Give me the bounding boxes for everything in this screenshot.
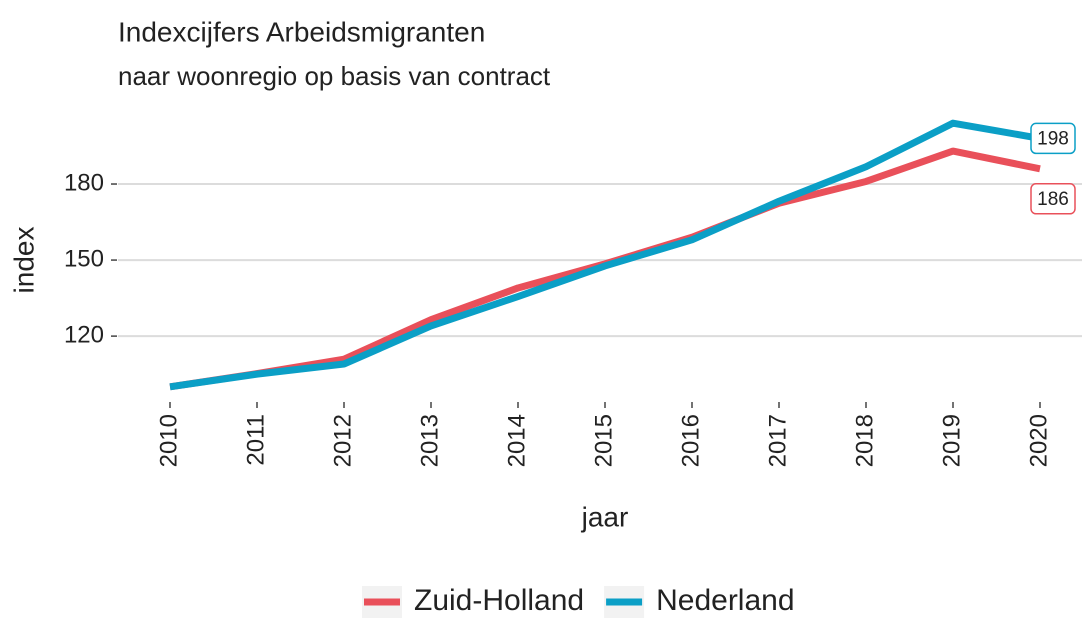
x-tick-label: 2018 — [851, 414, 878, 467]
y-axis-label: index — [8, 227, 39, 294]
legend-label: Nederland — [656, 584, 794, 617]
y-tick-label: 120 — [64, 321, 104, 348]
y-tick-label: 150 — [64, 245, 104, 272]
line-series — [169, 119, 1041, 391]
x-tick-label: 2020 — [1025, 414, 1052, 467]
end-label: 198 — [1037, 128, 1069, 149]
legend-label: Zuid-Holland — [414, 584, 584, 617]
x-tick-label: 2019 — [938, 414, 965, 467]
chart-title: Indexcijfers Arbeidsmigranten — [118, 16, 485, 47]
x-tick-label: 2014 — [503, 414, 530, 467]
end-label-box — [1030, 122, 1076, 155]
x-tick-label: 2012 — [329, 414, 356, 467]
end-label-box — [1030, 183, 1076, 215]
x-tick-label: 2016 — [677, 414, 704, 467]
x-tick-label: 2017 — [764, 414, 791, 467]
x-tick-label: 2013 — [416, 414, 443, 467]
x-tick-label: 2010 — [155, 414, 182, 467]
x-tick-label: 2015 — [590, 414, 617, 467]
x-axis-label: jaar — [581, 501, 629, 532]
y-tick-label: 180 — [64, 169, 104, 196]
chart-subtitle: naar woonregio op basis van contract — [118, 61, 551, 91]
x-tick-label: 2011 — [242, 414, 269, 466]
end-label: 186 — [1037, 189, 1069, 210]
